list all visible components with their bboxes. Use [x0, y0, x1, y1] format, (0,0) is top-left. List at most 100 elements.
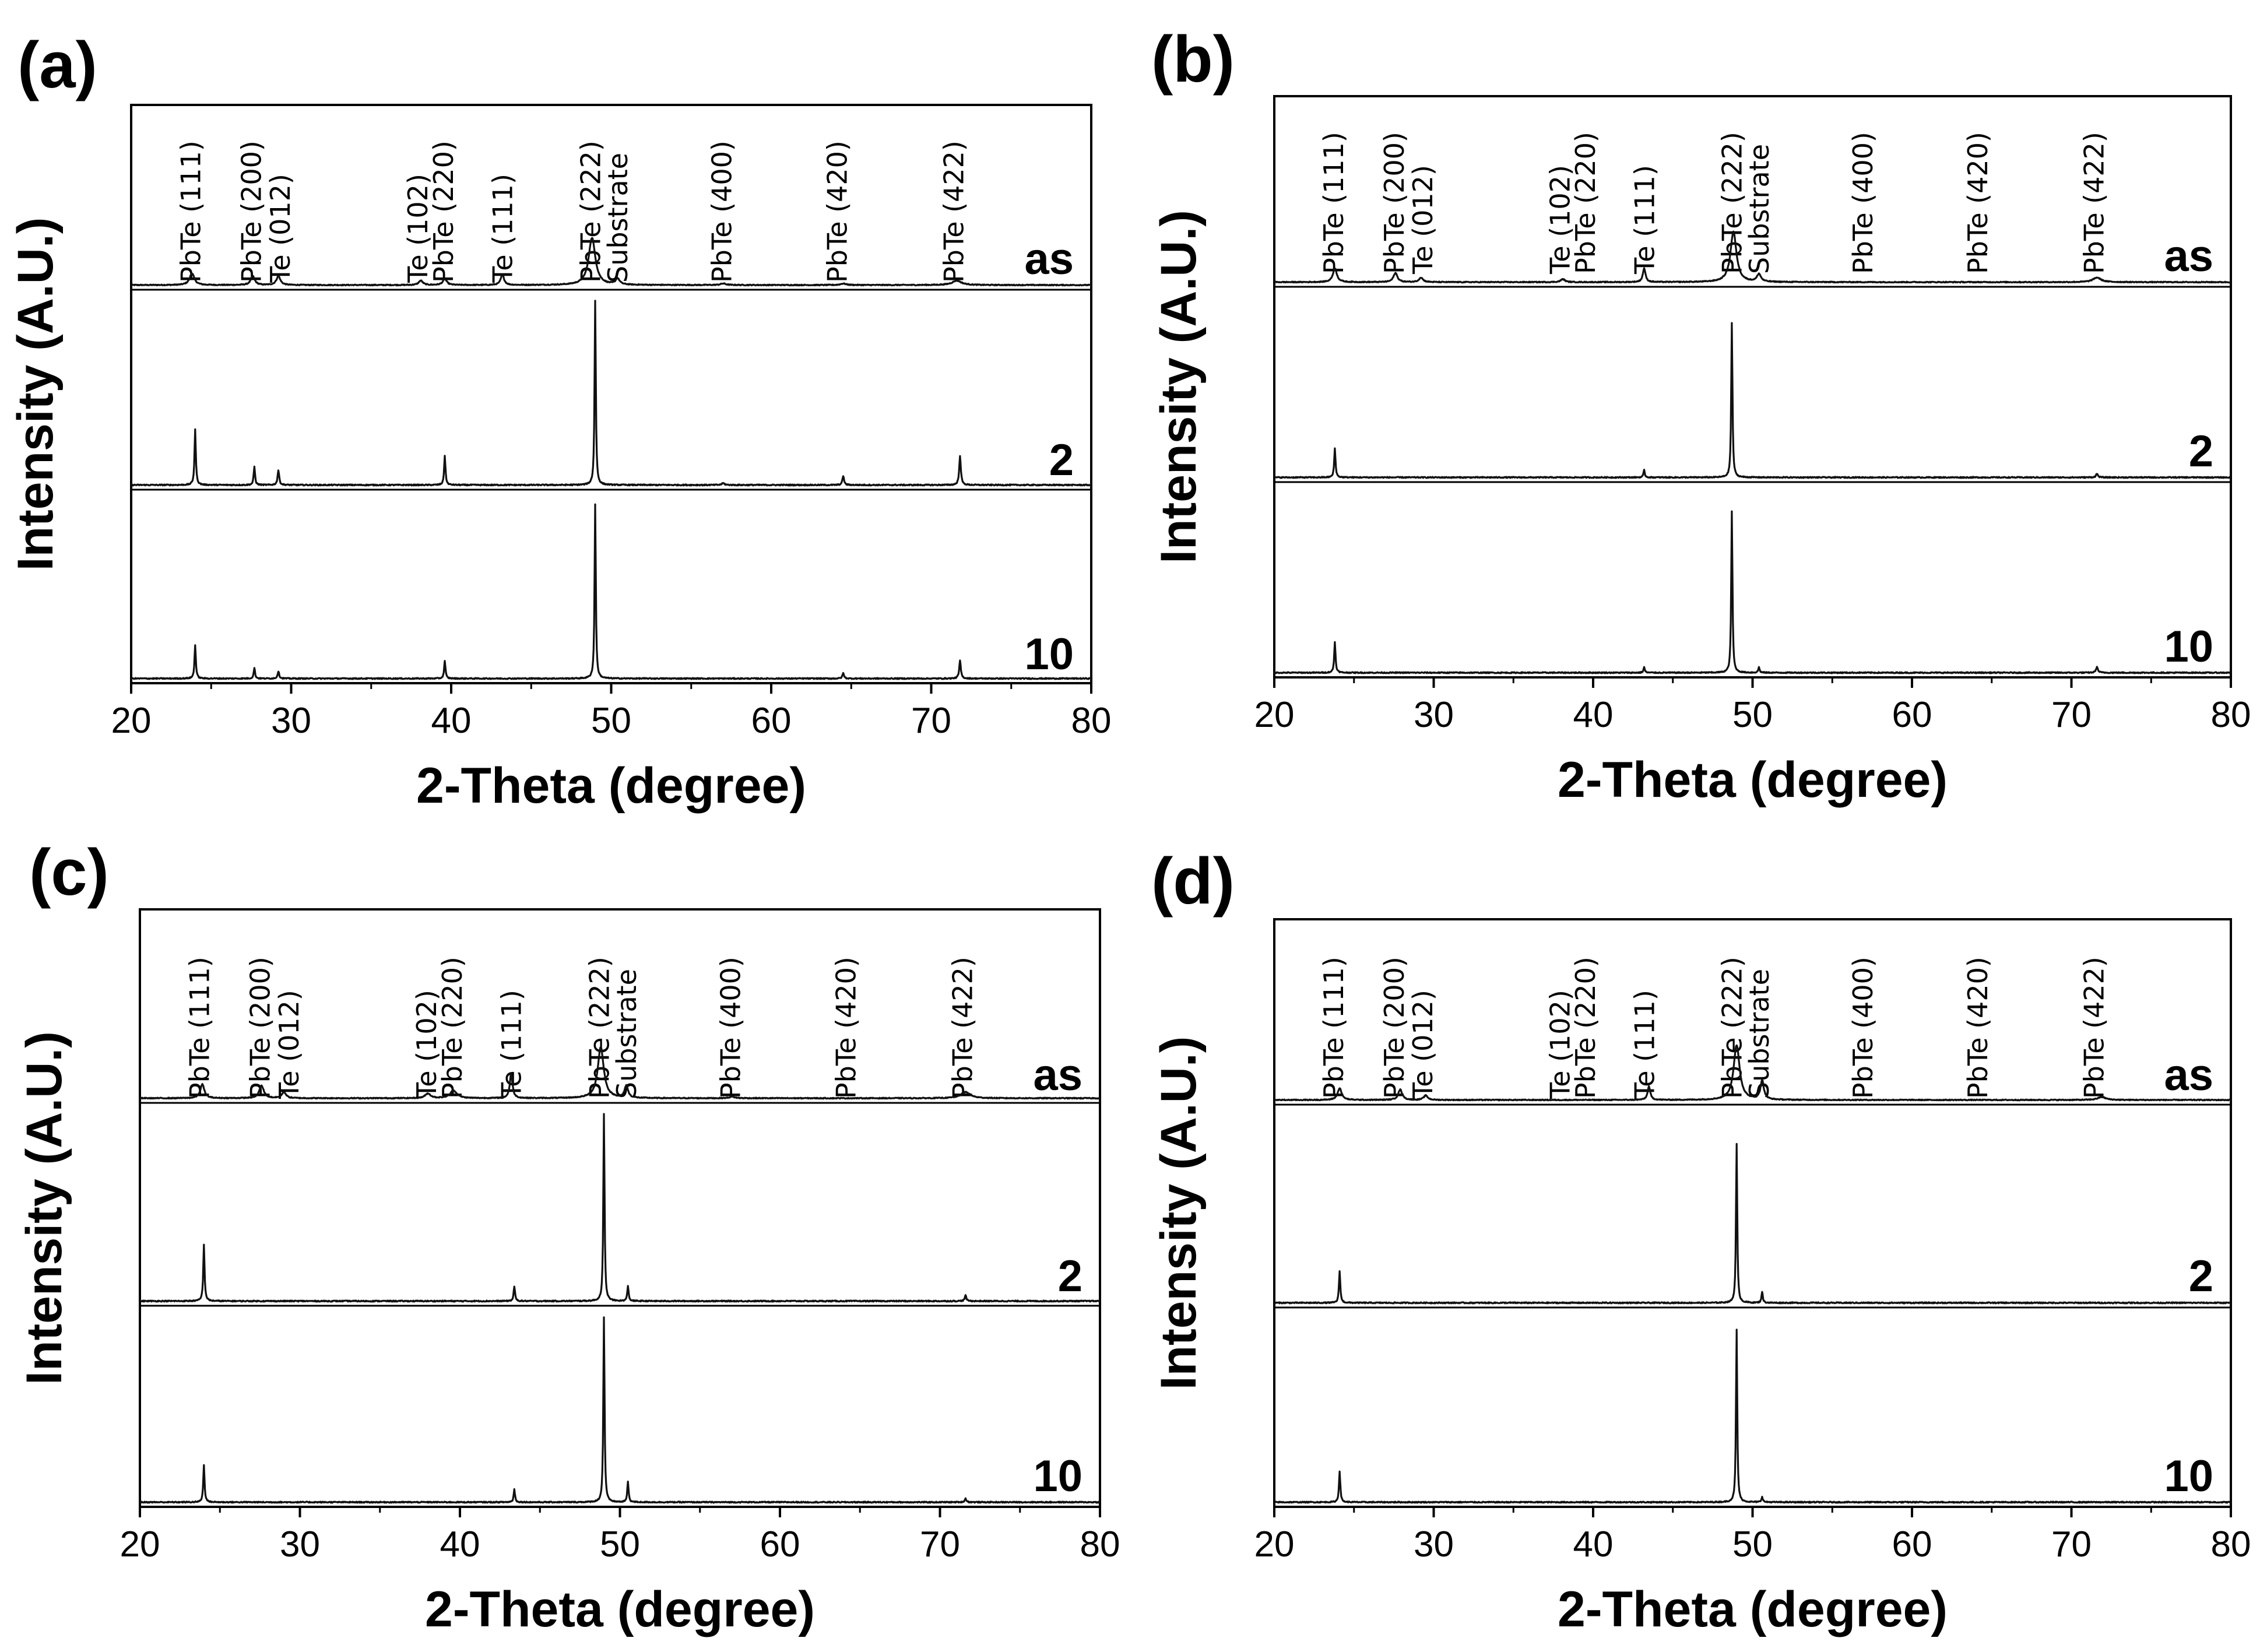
- peak-label: PbTe (220): [437, 957, 468, 1099]
- series-trace-2: [130, 300, 1092, 487]
- peak-label: Te (111): [1629, 165, 1660, 275]
- peak-label: Substrate: [602, 153, 634, 283]
- chart-panel-1: (a) 20 30 40 50 60 70 80 2-Theta (degree) Intensi…: [8, 29, 1111, 814]
- series-label: as: [2164, 1050, 2213, 1100]
- peak-label: PbTe (422): [947, 957, 979, 1099]
- series-trace-10: [1274, 1328, 2232, 1504]
- series-trace-as: [139, 1046, 1101, 1100]
- chart-panel-2: (b) 20 30 40 50 60 70 80 2-Theta (degree) Intensi…: [1151, 23, 2251, 808]
- x-tick-label: 50: [600, 1524, 640, 1565]
- x-tick-label: 30: [1414, 695, 1454, 735]
- peak-label: PbTe (200): [236, 140, 268, 283]
- peak-label: Substrate: [611, 969, 642, 1099]
- peak-label: PbTe (400): [707, 140, 738, 283]
- x-tick-label: 40: [440, 1524, 480, 1565]
- x-tick-label: 50: [591, 701, 631, 741]
- series-label: as: [2164, 231, 2213, 281]
- series-trace-10: [1273, 510, 2231, 674]
- series-trace-10: [131, 503, 1092, 680]
- peak-label: PbTe (200): [245, 957, 276, 1099]
- x-tick-label: 70: [2051, 695, 2092, 735]
- y-axis-title: Intensity (A.U.): [1151, 210, 1207, 564]
- x-tick-label: 70: [2051, 1524, 2092, 1565]
- x-tick-label: 20: [120, 1524, 160, 1565]
- panel-label: (c): [29, 836, 109, 909]
- peak-label: Te (012): [1407, 165, 1439, 275]
- peak-label: PbTe (420): [821, 140, 853, 283]
- x-tick-label: 40: [431, 701, 472, 741]
- x-axis-title: 2-Theta (degree): [416, 758, 806, 814]
- panel-label: (a): [17, 29, 97, 101]
- chart-panel-4: (d) 20 30 40 50 60 70 80 2-Theta (degree) Intensi…: [1151, 845, 2251, 1637]
- series-trace-2: [139, 1113, 1101, 1303]
- peak-label: PbTe (400): [1847, 132, 1879, 274]
- x-axis-title: 2-Theta (degree): [1558, 1581, 1948, 1637]
- x-tick-label: 80: [2211, 1524, 2251, 1565]
- x-tick-label: 60: [1892, 1524, 1932, 1565]
- y-axis-title: Intensity (A.U.): [1151, 1036, 1207, 1390]
- series-trace-2: [1274, 1143, 2231, 1305]
- x-tick-label: 20: [1254, 1524, 1295, 1565]
- peak-label: PbTe (220): [1570, 132, 1601, 274]
- series-trace-as: [1274, 230, 2231, 284]
- series-label: 2: [1058, 1252, 1082, 1301]
- peak-label: PbTe (200): [1379, 957, 1410, 1099]
- series-trace-2: [1274, 322, 2231, 479]
- peak-label: Te (102): [411, 990, 442, 1099]
- peak-label: PbTe (222): [575, 140, 607, 283]
- x-tick-label: 80: [1080, 1524, 1120, 1565]
- peak-label: PbTe (420): [830, 957, 862, 1099]
- peak-label: PbTe (111): [175, 140, 206, 283]
- series-label: 10: [1024, 630, 1074, 679]
- peak-label: PbTe (400): [715, 957, 747, 1099]
- x-tick-label: 40: [1573, 695, 1614, 735]
- peak-label: PbTe (111): [184, 957, 215, 1099]
- peak-label: PbTe (422): [2079, 132, 2110, 274]
- x-tick-label: 50: [1732, 1524, 1773, 1565]
- series-label: as: [1033, 1050, 1082, 1100]
- x-tick-label: 60: [751, 701, 792, 741]
- peak-label: PbTe (222): [1717, 132, 1748, 274]
- peak-label: PbTe (400): [1847, 957, 1879, 1099]
- panel-label: (d): [1151, 845, 1235, 918]
- peak-label: PbTe (422): [939, 140, 970, 283]
- x-tick-label: 50: [1732, 695, 1773, 735]
- series-label: 10: [1033, 1451, 1082, 1501]
- series-label: 10: [2164, 1451, 2213, 1501]
- peak-label: PbTe (420): [1962, 132, 1994, 274]
- x-tick-label: 30: [271, 701, 311, 741]
- x-axis-title: 2-Theta (degree): [425, 1581, 815, 1637]
- peak-label: Te (111): [1629, 990, 1660, 1099]
- x-tick-label: 20: [1254, 695, 1295, 735]
- peak-label: PbTe (220): [428, 140, 459, 283]
- panel-label: (b): [1151, 23, 1235, 96]
- peak-label: Substrate: [1744, 144, 1775, 274]
- peak-label: PbTe (420): [1962, 957, 1994, 1099]
- x-tick-label: 60: [1892, 695, 1932, 735]
- y-axis-title: Intensity (A.U.): [8, 217, 64, 571]
- x-tick-label: 30: [280, 1524, 320, 1565]
- peak-label: PbTe (111): [1318, 132, 1349, 274]
- peak-label: Te (012): [1407, 990, 1439, 1099]
- chart-panel-3: (c) 20 30 40 50 60 70 80 2-Theta (degree) Intensi…: [16, 836, 1120, 1637]
- peak-label: PbTe (200): [1379, 132, 1410, 274]
- peak-label: PbTe (220): [1570, 957, 1601, 1099]
- x-axis-title: 2-Theta (degree): [1558, 752, 1948, 808]
- x-tick-label: 20: [111, 701, 152, 741]
- peak-label: Te (102): [1544, 990, 1576, 1099]
- peak-label: Te (012): [265, 174, 296, 283]
- series-label: as: [1024, 234, 1074, 284]
- x-tick-label: 60: [760, 1524, 800, 1565]
- series-trace-10: [139, 1316, 1101, 1504]
- peak-label: Te (102): [402, 174, 434, 283]
- peak-label: PbTe (422): [2079, 957, 2110, 1099]
- x-tick-label: 80: [1071, 701, 1112, 741]
- series-trace-as: [131, 237, 1092, 287]
- y-axis-title: Intensity (A.U.): [16, 1031, 72, 1385]
- x-tick-label: 70: [920, 1524, 960, 1565]
- peak-label: PbTe (222): [584, 957, 616, 1099]
- x-tick-label: 80: [2211, 695, 2251, 735]
- x-tick-label: 70: [911, 701, 951, 741]
- series-label: 2: [2189, 1252, 2213, 1301]
